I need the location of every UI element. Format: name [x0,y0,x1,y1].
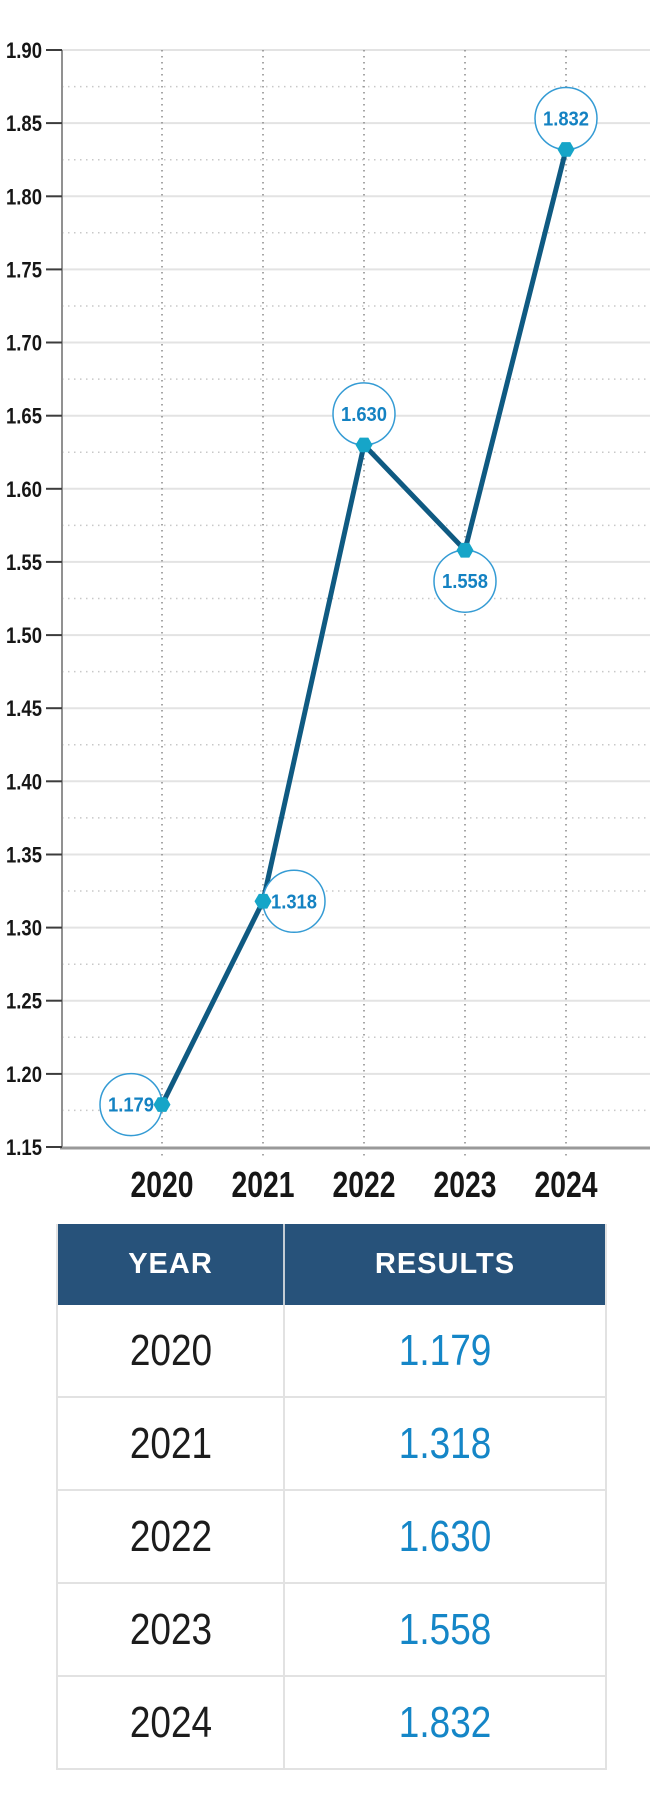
x-tick-label: 2024 [535,1164,598,1205]
y-tick-label: 1.35 [6,843,42,868]
header-row: YEAR RESULTS [57,1224,606,1305]
result-value: 1.318 [398,1418,492,1468]
table-row: 2022 1.630 [57,1490,606,1584]
result-cell: 1.179 [283,1305,606,1398]
table-row: 2020 1.179 [57,1305,606,1398]
year-value: 2021 [129,1418,212,1468]
table-row: 2021 1.318 [57,1397,606,1491]
y-tick-label: 1.65 [6,404,42,429]
year-cell: 2020 [57,1305,284,1398]
y-tick-label: 1.15 [6,1135,42,1160]
y-tick-label: 1.20 [6,1062,42,1087]
x-tick-label: 2023 [434,1164,497,1205]
x-axis-labels: 2020 2021 2022 2023 2024 [131,1164,598,1205]
data-point-marker [456,542,474,558]
results-column-header: RESULTS [283,1224,606,1305]
year-cell: 2021 [57,1397,284,1491]
y-tick-label: 1.60 [6,477,42,502]
point-label: 1.318 [271,891,317,913]
year-cell: 2022 [57,1490,284,1584]
y-tick-label: 1.80 [6,184,42,209]
y-tick-label: 1.90 [6,38,42,63]
table-row: 2023 1.558 [57,1583,606,1677]
y-tick-label: 1.25 [6,989,42,1014]
data-point-marker [254,893,272,909]
minor-gridlines [62,85,650,1112]
point-label-bubbles: 1.179 1.318 1.630 1.558 1.832 [99,86,598,1137]
point-label: 1.832 [543,109,589,131]
y-tick-label: 1.30 [6,916,42,941]
y-tick-label: 1.50 [6,623,42,648]
result-value: 1.179 [398,1325,492,1375]
year-value: 2022 [129,1511,212,1561]
result-cell: 1.832 [283,1676,606,1770]
results-table-body: 2020 1.179 2021 1.318 2022 1.630 2023 1.558 2024… [57,1305,606,1770]
y-tick-label: 1.70 [6,331,42,356]
y-tick-label: 1.75 [6,257,42,282]
year-cell: 2024 [57,1676,284,1770]
result-cell: 1.558 [283,1583,606,1677]
x-tick-label: 2022 [333,1164,396,1205]
data-points [153,142,575,1112]
y-tick-label: 1.45 [6,696,42,721]
point-label: 1.630 [341,404,387,426]
result-cell: 1.630 [283,1490,606,1584]
data-point-marker [557,142,575,157]
result-value: 1.832 [398,1697,492,1747]
y-axis-labels: 1.90 1.85 1.80 1.75 1.70 1.65 1.60 1.55 1.50 1.45… [6,38,62,1160]
data-point-marker [153,1097,171,1112]
vertical-gridlines [161,50,567,1158]
table-row: 2024 1.832 [57,1676,606,1770]
year-value: 2023 [129,1604,212,1654]
year-cell: 2023 [57,1583,284,1677]
major-gridlines [62,49,650,1075]
result-value: 1.630 [398,1511,492,1561]
point-label: 1.558 [442,571,488,593]
year-value: 2024 [129,1697,212,1747]
point-label: 1.179 [108,1095,154,1117]
year-column-header: YEAR [57,1224,284,1305]
results-table-header: YEAR RESULTS [57,1224,606,1305]
y-tick-label: 1.85 [6,111,42,136]
result-cell: 1.318 [283,1397,606,1491]
results-table: YEAR RESULTS 2020 1.179 2021 1.318 2022 1.630… [56,1224,607,1770]
x-tick-label: 2021 [232,1164,295,1205]
data-point-marker [355,437,373,453]
year-value: 2020 [129,1325,212,1375]
x-tick-label: 2020 [131,1164,194,1205]
result-value: 1.558 [398,1604,492,1654]
y-tick-label: 1.40 [6,769,42,794]
y-tick-label: 1.55 [6,550,42,575]
results-line-chart: 1.90 1.85 1.80 1.75 1.70 1.65 1.60 1.55 1.50 1.45… [6,38,650,1205]
